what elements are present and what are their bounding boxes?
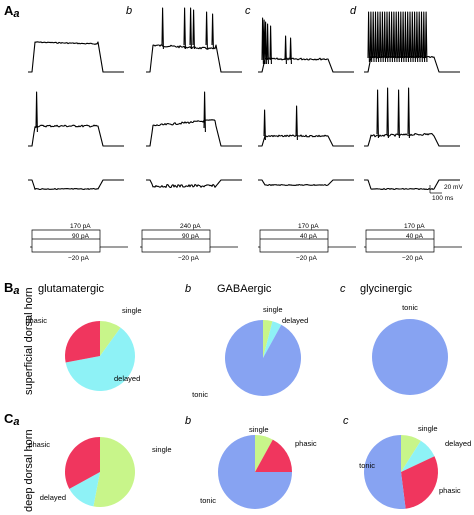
scale-bar-time-label: 100 ms <box>432 195 454 202</box>
pie-4-slice-delayed <box>69 472 100 507</box>
step-label-top: 170 pA <box>298 223 319 230</box>
pie-4-label-delayed: delayed <box>40 493 66 502</box>
row-label-superficial: superficial dorsal horn <box>23 287 35 395</box>
step-label-bottom: −20 pA <box>178 255 199 262</box>
step-label-top: 170 pA <box>404 223 425 230</box>
voltage-trace-row3-col2 <box>146 179 242 189</box>
pie-1-label-phasic: phasic <box>25 316 47 325</box>
step-label-bottom: −20 pA <box>296 255 317 262</box>
pie-2-label-delayed: delayed <box>282 316 308 325</box>
panel-label-A-d: d <box>350 5 357 17</box>
voltage-trace-row3-col4 <box>364 179 460 191</box>
step-trace-bottom <box>31 247 101 253</box>
pie-4-label-single: single <box>152 445 172 454</box>
voltage-trace-row2-col4 <box>364 87 460 147</box>
pie-2-label-single: single <box>263 305 283 314</box>
panel-label-C: Ca <box>4 411 20 428</box>
pie-2-label-tonic: tonic <box>192 390 208 399</box>
voltage-trace-row1-col3 <box>258 17 354 73</box>
pie-6-label-tonic: tonic <box>359 461 375 470</box>
pie-5-label-single: single <box>249 425 269 434</box>
pie-3-label-tonic: tonic <box>402 303 418 312</box>
current-step-protocol-4: 170 pA 40 pA −20 pA <box>364 223 462 262</box>
pie-6-label-delayed: delayed <box>445 439 471 448</box>
pie-1-label-delayed: delayed <box>114 374 140 383</box>
panel-label-B-c: c <box>340 283 346 295</box>
pie-1-slice-single <box>100 321 121 356</box>
step-label-middle: 40 pA <box>406 233 424 240</box>
voltage-trace-row3-col1 <box>28 179 124 191</box>
voltage-trace-row1-col1 <box>28 41 124 73</box>
voltage-trace-row1-col4 <box>364 11 460 73</box>
pie-1-label-single: single <box>122 306 142 315</box>
pie-1-slice-phasic <box>64 321 100 363</box>
panel-label-C-b: b <box>185 415 191 427</box>
voltage-trace-row1-col2 <box>146 7 242 73</box>
pie-chart-4: single delayed phasic <box>28 437 172 507</box>
voltage-trace-row2-col3 <box>258 105 354 147</box>
step-label-middle: 40 pA <box>300 233 318 240</box>
pie-5-slice-single <box>255 435 273 472</box>
pie-chart-3: tonic <box>372 303 448 395</box>
title-glutamatergic: glutamatergic <box>38 283 105 295</box>
pie-4-slice-phasic <box>65 437 100 489</box>
pie-5-label-tonic: tonic <box>200 496 216 505</box>
pie-6-slice-single <box>401 434 421 472</box>
scale-bar: 20 mV 100 ms <box>429 184 463 202</box>
step-trace-bottom <box>259 247 329 253</box>
step-label-top: 240 pA <box>180 223 201 230</box>
pie-6-slice-tonic <box>364 435 406 509</box>
panel-label-C-c: c <box>343 415 349 427</box>
step-trace-bottom <box>365 247 435 253</box>
current-step-protocol-2: 240 pA 90 pA −20 pA <box>140 223 238 262</box>
voltage-trace-row3-col3 <box>258 179 354 187</box>
panel-label-A-c: c <box>245 5 251 17</box>
step-trace-bottom <box>141 247 211 253</box>
current-step-protocol-3: 170 pA 40 pA −20 pA <box>258 223 356 262</box>
pie-5-label-phasic: phasic <box>295 439 317 448</box>
pie-3-slice-tonic <box>372 319 448 395</box>
pie-charts: single delayed phasic single delayed tonic ton… <box>25 303 471 509</box>
voltage-trace-row2-col2 <box>146 91 242 147</box>
pie-chart-6: single delayed phasic tonic <box>359 424 471 509</box>
pie-5-slice-phasic <box>255 439 292 472</box>
current-step-protocol-1: 170 pA 90 pA −20 pA <box>30 223 128 262</box>
voltage-trace-row2-col1 <box>28 91 124 147</box>
pie-6-slice-phasic <box>401 456 439 509</box>
pie-4-label-phasic: phasic <box>28 440 50 449</box>
row-label-deep: deep dorsal horn <box>23 429 35 512</box>
pie-1-slice-delayed <box>65 327 135 391</box>
panel-label-B: Ba <box>4 280 20 297</box>
voltage-traces <box>28 7 460 191</box>
pie-4-slice-single <box>93 437 135 507</box>
pie-6-label-single: single <box>418 424 438 433</box>
title-glycinergic: glycinergic <box>360 283 412 295</box>
pie-2-slice-tonic <box>225 320 302 397</box>
pie-chart-1: single delayed phasic <box>25 306 142 391</box>
pie-chart-5: single phasic tonic <box>200 425 317 509</box>
pie-6-slice-delayed <box>401 440 435 472</box>
step-label-bottom: −20 pA <box>402 255 423 262</box>
panel-label-A-b: b <box>126 5 132 17</box>
pie-2-slice-delayed <box>263 321 282 358</box>
scale-bar-voltage-label: 20 mV <box>444 184 463 191</box>
panel-label-A: Aa <box>4 3 20 20</box>
step-label-top: 170 pA <box>70 223 91 230</box>
panel-label-B-b: b <box>185 283 191 295</box>
pie-6-label-phasic: phasic <box>439 486 461 495</box>
pie-2-slice-single <box>263 320 273 358</box>
step-label-middle: 90 pA <box>72 233 90 240</box>
pie-chart-2: single delayed tonic <box>192 305 308 399</box>
title-gabaergic: GABAergic <box>217 283 272 295</box>
pie-5-slice-tonic <box>218 435 292 509</box>
step-label-middle: 90 pA <box>182 233 200 240</box>
step-label-bottom: −20 pA <box>68 255 89 262</box>
